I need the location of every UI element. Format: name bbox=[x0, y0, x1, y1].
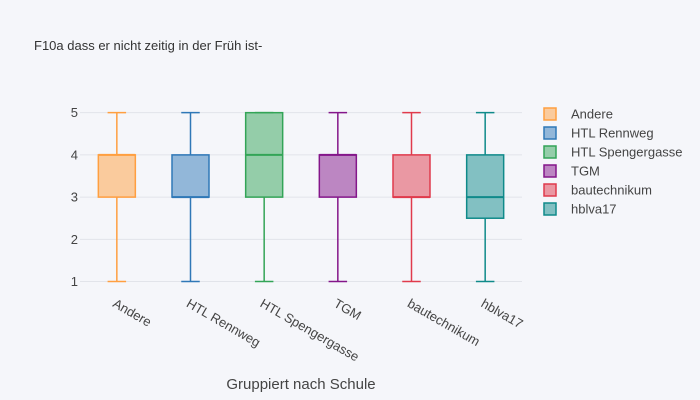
iqr-box bbox=[465, 154, 505, 219]
x-axis-title: Gruppiert nach Schule bbox=[226, 376, 375, 393]
x-tick-label: TGM bbox=[331, 296, 364, 323]
y-tick-label: 4 bbox=[71, 147, 78, 162]
y-tick-label: 2 bbox=[71, 232, 78, 247]
x-tick-label: Andere bbox=[110, 296, 154, 330]
legend-label: Andere bbox=[571, 107, 613, 122]
x-tick-label: hblva17 bbox=[479, 296, 526, 332]
iqr-box bbox=[171, 154, 210, 198]
box-layer bbox=[97, 111, 505, 283]
iqr-box bbox=[97, 154, 137, 198]
legend-swatch bbox=[543, 202, 557, 216]
legend-item-bautechnikum[interactable]: bautechnikum bbox=[543, 183, 652, 198]
legend[interactable]: Andere HTL Rennweg HTL Spengergasse TGM baut… bbox=[543, 107, 683, 217]
box-hblva17[interactable] bbox=[465, 111, 505, 283]
y-tick-label: 5 bbox=[71, 105, 78, 120]
legend-swatch bbox=[543, 145, 557, 159]
legend-item-htl-spengergasse[interactable]: HTL Spengergasse bbox=[543, 145, 683, 160]
box-htl-spengergasse[interactable] bbox=[244, 111, 284, 283]
legend-label: hblva17 bbox=[571, 202, 617, 217]
grid-layer bbox=[80, 112, 522, 283]
legend-label: bautechnikum bbox=[571, 183, 652, 198]
legend-label: HTL Rennweg bbox=[571, 126, 654, 141]
legend-swatch bbox=[543, 164, 557, 178]
box-tgm[interactable] bbox=[318, 111, 358, 283]
legend-swatch bbox=[543, 183, 557, 197]
legend-item-andere[interactable]: Andere bbox=[543, 107, 613, 122]
box-andere[interactable] bbox=[97, 111, 137, 283]
y-tick-label: 3 bbox=[71, 190, 78, 205]
legend-swatch bbox=[543, 126, 557, 140]
legend-item-htl-rennweg[interactable]: HTL Rennweg bbox=[543, 126, 654, 141]
box-bautechnikum[interactable] bbox=[392, 111, 431, 283]
box-htl-rennweg[interactable] bbox=[171, 111, 210, 283]
legend-item-tgm[interactable]: TGM bbox=[543, 164, 600, 179]
iqr-box bbox=[318, 154, 358, 198]
legend-item-hblva17[interactable]: hblva17 bbox=[543, 202, 617, 217]
iqr-box bbox=[392, 154, 431, 198]
y-tick-layer: 1 2 3 4 5 bbox=[71, 105, 78, 289]
chart-title: F10a dass er nicht zeitig in der Früh is… bbox=[34, 38, 262, 53]
legend-label: HTL Spengergasse bbox=[571, 145, 683, 160]
legend-swatch bbox=[543, 107, 557, 121]
x-tick-label: HTL Rennweg bbox=[184, 296, 263, 350]
y-tick-label: 1 bbox=[71, 274, 78, 289]
legend-label: TGM bbox=[571, 164, 600, 179]
x-tick-label: bautechnikum bbox=[405, 296, 483, 349]
